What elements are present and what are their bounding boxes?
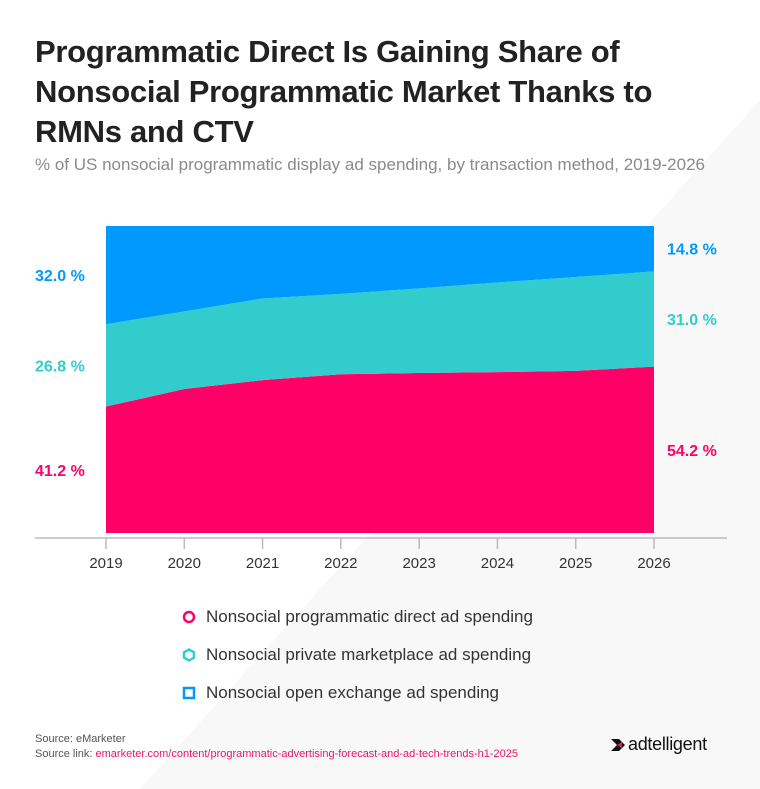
- x-tick-label: 2022: [324, 555, 357, 572]
- x-tick-label: 2023: [402, 555, 435, 572]
- chart-title: Programmatic Direct Is Gaining Share of …: [35, 34, 653, 149]
- start-value-label: 32.0 %: [35, 268, 85, 285]
- adtelligent-logo: adtelligent: [610, 734, 707, 755]
- hexagon-marker-icon: [182, 648, 196, 662]
- legend: Nonsocial programmatic direct ad spendin…: [182, 598, 533, 712]
- source-label: Source:: [35, 733, 76, 745]
- legend-label: Nonsocial programmatic direct ad spendin…: [206, 607, 533, 626]
- x-tick-label: 2025: [559, 555, 592, 572]
- end-value-label: 31.0 %: [667, 312, 717, 329]
- area-series-2: [106, 226, 654, 325]
- start-value-label: 26.8 %: [35, 358, 85, 375]
- square-marker-icon: [182, 686, 196, 700]
- end-value-label: 14.8 %: [667, 242, 717, 259]
- logo-mark-icon: [611, 738, 625, 751]
- x-tick-label: 2024: [481, 555, 514, 572]
- source-block: Source: eMarketer Source link: emarketer…: [35, 732, 518, 762]
- logo-text: adtelligent: [628, 734, 707, 754]
- legend-item-open-exchange: Nonsocial open exchange ad spending: [182, 674, 533, 712]
- source-name: eMarketer: [75, 733, 126, 745]
- x-tick-label: 2026: [637, 555, 670, 572]
- legend-label: Nonsocial open exchange ad spending: [206, 683, 500, 702]
- x-tick-label: 2019: [89, 555, 122, 572]
- area-series-0: [106, 366, 654, 533]
- chart-subtitle: % of US nonsocial programmatic display a…: [35, 155, 705, 174]
- x-tick-label: 2021: [246, 555, 279, 572]
- stacked-area-chart: 41.2 % 54.2 % 26.8 % 31.0 % 32.0 % 14.8 % 2019…: [35, 226, 727, 572]
- source-link-label: Source link:: [35, 748, 96, 760]
- start-value-label: 41.2 %: [35, 463, 85, 480]
- end-value-label: 54.2 %: [667, 443, 717, 460]
- x-tick-label: 2020: [168, 555, 201, 572]
- legend-item-direct: Nonsocial programmatic direct ad spendin…: [182, 598, 533, 636]
- legend-item-private-marketplace: Nonsocial private marketplace ad spendin…: [182, 636, 533, 674]
- legend-label: Nonsocial private marketplace ad spendin…: [206, 645, 532, 664]
- source-link[interactable]: emarketer.com/content/programmatic-adver…: [95, 748, 518, 760]
- area-series-1: [106, 271, 654, 407]
- circle-marker-icon: [182, 610, 196, 624]
